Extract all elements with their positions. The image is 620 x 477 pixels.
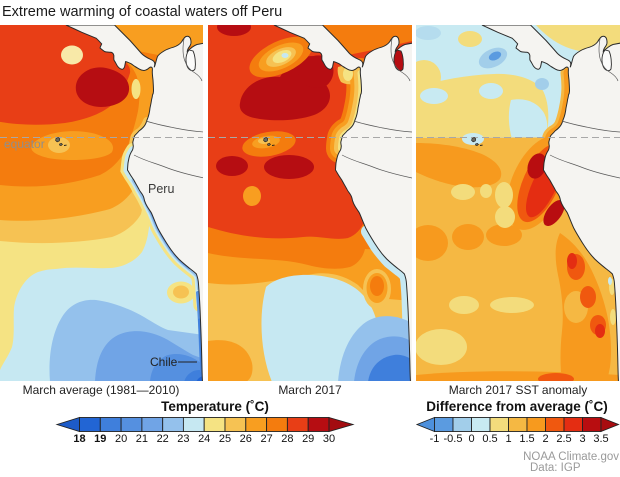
svg-text:0.5: 0.5 xyxy=(482,433,497,445)
svg-text:23: 23 xyxy=(177,433,189,445)
svg-text:1: 1 xyxy=(505,433,511,445)
svg-text:equator: equator xyxy=(4,137,45,151)
svg-text:2: 2 xyxy=(542,433,548,445)
svg-text:19: 19 xyxy=(94,433,106,445)
svg-text:30: 30 xyxy=(323,433,335,445)
svg-text:Extreme warming of coastal wat: Extreme warming of coastal waters off Pe… xyxy=(2,4,282,20)
svg-text:-0.5: -0.5 xyxy=(444,433,463,445)
svg-text:Temperature (˚C): Temperature (˚C) xyxy=(161,399,269,414)
svg-text:March average (1981—2010): March average (1981—2010) xyxy=(23,383,180,397)
svg-text:Peru: Peru xyxy=(148,182,174,196)
svg-text:20: 20 xyxy=(115,433,127,445)
svg-text:24: 24 xyxy=(198,433,210,445)
svg-text:0: 0 xyxy=(468,433,474,445)
svg-text:25: 25 xyxy=(219,433,231,445)
svg-text:Chile: Chile xyxy=(150,355,178,369)
svg-text:18: 18 xyxy=(73,433,85,445)
svg-text:28: 28 xyxy=(281,433,293,445)
svg-text:-1: -1 xyxy=(430,433,440,445)
svg-text:2.5: 2.5 xyxy=(556,433,571,445)
svg-text:27: 27 xyxy=(260,433,272,445)
svg-text:21: 21 xyxy=(136,433,148,445)
svg-text:3: 3 xyxy=(579,433,585,445)
svg-text:NOAA Climate.gov: NOAA Climate.gov xyxy=(523,451,619,463)
svg-text:Data: IGP: Data: IGP xyxy=(530,462,581,474)
svg-text:1.5: 1.5 xyxy=(519,433,534,445)
svg-text:Difference from average (˚C): Difference from average (˚C) xyxy=(426,399,608,414)
svg-text:March 2017: March 2017 xyxy=(278,383,342,397)
svg-text:3.5: 3.5 xyxy=(593,433,608,445)
svg-text:March 2017 SST anomaly: March 2017 SST anomaly xyxy=(449,383,588,397)
svg-text:22: 22 xyxy=(157,433,169,445)
svg-text:26: 26 xyxy=(240,433,252,445)
svg-text:29: 29 xyxy=(302,433,314,445)
